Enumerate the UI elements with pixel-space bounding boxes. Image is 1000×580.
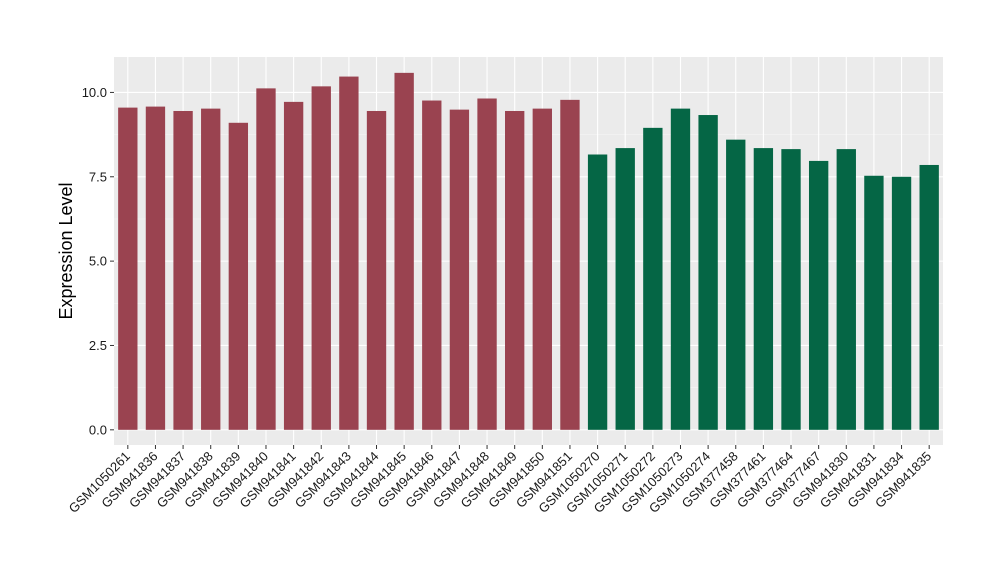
- bar: [228, 122, 249, 430]
- bar: [422, 100, 442, 430]
- bar: [256, 88, 276, 430]
- bar: [781, 149, 801, 430]
- y-tick-label: 10.0: [82, 85, 107, 100]
- minor-gridlines: [114, 134, 943, 388]
- bar: [808, 160, 829, 430]
- bar: [505, 110, 525, 430]
- bar: [587, 154, 608, 430]
- bar: [477, 98, 497, 430]
- bar: [118, 107, 138, 430]
- bar: [643, 127, 663, 430]
- bar: [532, 108, 552, 430]
- bar: [366, 110, 387, 430]
- bar: [726, 139, 746, 430]
- bar: [836, 149, 856, 430]
- y-axis-title: Expression Level: [56, 182, 76, 319]
- bar: [919, 164, 939, 430]
- y-axis: 0.0 2.5 5.0 7.5 10.0: [82, 85, 114, 437]
- plot-panel: [114, 57, 943, 445]
- bar: [201, 108, 221, 430]
- bar: [891, 176, 912, 430]
- bar: [560, 99, 580, 430]
- bar: [698, 115, 718, 430]
- bar: [449, 109, 470, 430]
- bar: [283, 101, 304, 430]
- y-tick-label: 7.5: [89, 169, 107, 184]
- bar: [173, 110, 193, 430]
- x-axis: GSM1050261GSM941836GSM941837GSM941838GSM…: [66, 445, 934, 516]
- bar: [394, 72, 414, 430]
- bar: [339, 76, 359, 430]
- bar: [670, 108, 691, 430]
- bar: [311, 86, 331, 430]
- bar: [864, 175, 884, 430]
- y-tick-label: 2.5: [89, 338, 107, 353]
- bar: [145, 106, 166, 430]
- bar: [753, 148, 774, 430]
- y-tick-label: 0.0: [89, 422, 107, 437]
- bars: [118, 72, 939, 430]
- bar: [615, 148, 635, 430]
- y-tick-label: 5.0: [89, 254, 107, 269]
